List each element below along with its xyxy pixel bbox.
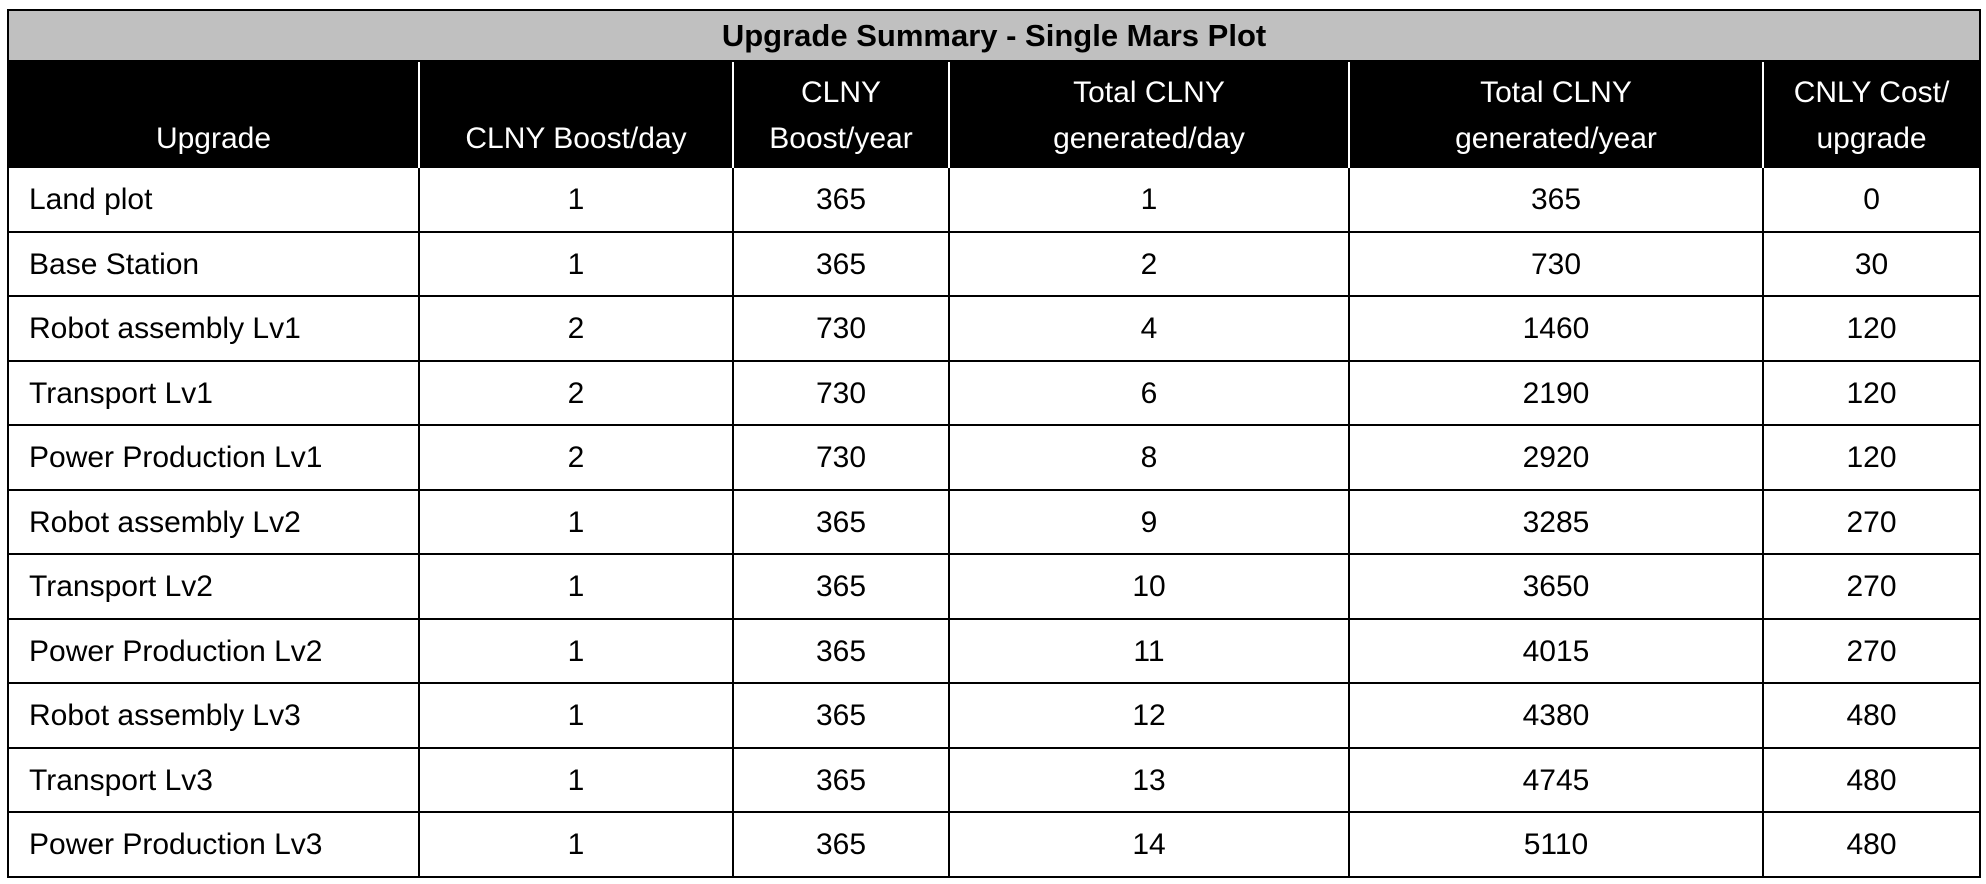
table-row: Power Production Lv1 2 730 8 2920 120	[7, 424, 1982, 491]
cell-boost-year: 730	[732, 295, 950, 362]
cell-total-day: 1	[948, 166, 1350, 233]
cell-upgrade: Transport Lv3	[7, 746, 420, 813]
table-title: Upgrade Summary - Single Mars Plot	[6, 9, 1982, 62]
cell-upgrade: Power Production Lv3	[7, 811, 420, 878]
cell-cost: 0	[1761, 166, 1982, 233]
cell-total-day: 6	[948, 359, 1350, 426]
column-header-cost: CNLY Cost/upgrade	[1761, 61, 1982, 167]
cell-total-year: 2920	[1348, 424, 1764, 491]
cell-boost-day: 1	[418, 682, 734, 749]
cell-cost: 270	[1761, 617, 1982, 684]
cell-cost: 480	[1761, 746, 1982, 813]
cell-cost: 30	[1761, 230, 1982, 297]
cell-boost-year: 365	[732, 811, 950, 878]
table-row: Robot assembly Lv1 2 730 4 1460 120	[7, 295, 1982, 362]
cell-total-year: 1460	[1348, 295, 1764, 362]
cell-upgrade: Robot assembly Lv2	[7, 488, 420, 555]
cell-boost-year: 730	[732, 424, 950, 491]
cell-total-day: 10	[948, 553, 1350, 620]
cell-upgrade: Power Production Lv1	[7, 424, 420, 491]
table-row: Robot assembly Lv3 1 365 12 4380 480	[7, 682, 1982, 749]
column-header-line: Total CLNY	[1073, 76, 1225, 109]
cell-boost-day: 1	[418, 553, 734, 620]
cell-total-year: 4015	[1348, 617, 1764, 684]
cell-upgrade: Base Station	[7, 230, 420, 297]
cell-cost: 120	[1761, 424, 1982, 491]
cell-boost-year: 730	[732, 359, 950, 426]
cell-cost: 480	[1761, 811, 1982, 878]
cell-boost-day: 2	[418, 424, 734, 491]
cell-total-year: 4380	[1348, 682, 1764, 749]
cell-total-year: 4745	[1348, 746, 1764, 813]
cell-total-day: 8	[948, 424, 1350, 491]
cell-upgrade: Robot assembly Lv1	[7, 295, 420, 362]
cell-boost-year: 365	[732, 230, 950, 297]
column-header-total-year: Total CLNY generated/year	[1348, 61, 1764, 167]
cell-boost-year: 365	[732, 682, 950, 749]
column-header-row: Upgrade CLNY Boost/day CLNY Boost/year Total…	[7, 61, 1982, 167]
cell-upgrade: Robot assembly Lv3	[7, 682, 420, 749]
table-body: Land plot 1 365 1 365 0 Base Station 1 365 2 730 30…	[7, 166, 1982, 878]
cell-total-day: 13	[948, 746, 1350, 813]
cell-total-day: 9	[948, 488, 1350, 555]
cell-total-year: 2190	[1348, 359, 1764, 426]
table-row: Base Station 1 365 2 730 30	[7, 230, 1982, 297]
table-row: Transport Lv3 1 365 13 4745 480	[7, 746, 1982, 813]
column-header-line: generated/year	[1455, 122, 1657, 155]
column-header-boost-year: CLNY Boost/year	[732, 61, 950, 167]
cell-cost: 120	[1761, 295, 1982, 362]
column-header-line: CNLY Cost/	[1793, 76, 1950, 109]
cell-boost-day: 1	[418, 166, 734, 233]
cell-upgrade: Power Production Lv2	[7, 617, 420, 684]
cell-total-day: 2	[948, 230, 1350, 297]
cell-boost-day: 1	[418, 488, 734, 555]
cell-total-day: 11	[948, 617, 1350, 684]
cell-boost-day: 1	[418, 746, 734, 813]
cell-boost-year: 365	[732, 553, 950, 620]
cell-total-year: 3285	[1348, 488, 1764, 555]
upgrade-summary-table-container: Upgrade Summary - Single Mars Plot Upgra…	[6, 9, 1982, 878]
cell-upgrade: Transport Lv1	[7, 359, 420, 426]
column-header-total-day: Total CLNY generated/day	[948, 61, 1350, 167]
table-row: Power Production Lv2 1 365 11 4015 270	[7, 617, 1982, 684]
cell-total-year: 3650	[1348, 553, 1764, 620]
table-row: Power Production Lv3 1 365 14 5110 480	[7, 811, 1982, 878]
table-row: Robot assembly Lv2 1 365 9 3285 270	[7, 488, 1982, 555]
cell-boost-year: 365	[732, 746, 950, 813]
cell-cost: 120	[1761, 359, 1982, 426]
column-header-line: CLNY	[800, 76, 882, 109]
cell-cost: 480	[1761, 682, 1982, 749]
cell-upgrade: Land plot	[7, 166, 420, 233]
cell-boost-day: 2	[418, 295, 734, 362]
column-header-line: Total CLNY	[1480, 76, 1632, 109]
cell-boost-year: 365	[732, 488, 950, 555]
cell-cost: 270	[1761, 488, 1982, 555]
cell-boost-day: 1	[418, 230, 734, 297]
cell-cost: 270	[1761, 553, 1982, 620]
upgrade-summary-table: Upgrade Summary - Single Mars Plot Upgra…	[6, 9, 1982, 878]
column-header-line: Upgrade	[155, 122, 272, 155]
cell-total-day: 12	[948, 682, 1350, 749]
cell-boost-day: 1	[418, 811, 734, 878]
column-header-boost-day: CLNY Boost/day	[418, 61, 734, 167]
cell-total-year: 365	[1348, 166, 1764, 233]
cell-boost-day: 2	[418, 359, 734, 426]
cell-total-year: 730	[1348, 230, 1764, 297]
cell-total-year: 5110	[1348, 811, 1764, 878]
cell-upgrade: Transport Lv2	[7, 553, 420, 620]
table-row: Transport Lv2 1 365 10 3650 270	[7, 553, 1982, 620]
column-header-upgrade: Upgrade	[7, 61, 420, 167]
cell-boost-day: 1	[418, 617, 734, 684]
cell-boost-year: 365	[732, 166, 950, 233]
column-header-line: generated/day	[1053, 122, 1245, 155]
table-row: Land plot 1 365 1 365 0	[7, 166, 1982, 233]
column-header-line: Boost/year	[769, 122, 913, 155]
cell-boost-year: 365	[732, 617, 950, 684]
cell-total-day: 4	[948, 295, 1350, 362]
table-row: Transport Lv1 2 730 6 2190 120	[7, 359, 1982, 426]
cell-total-day: 14	[948, 811, 1350, 878]
column-header-line: upgrade	[1816, 122, 1927, 155]
column-header-line: CLNY Boost/day	[465, 122, 687, 155]
